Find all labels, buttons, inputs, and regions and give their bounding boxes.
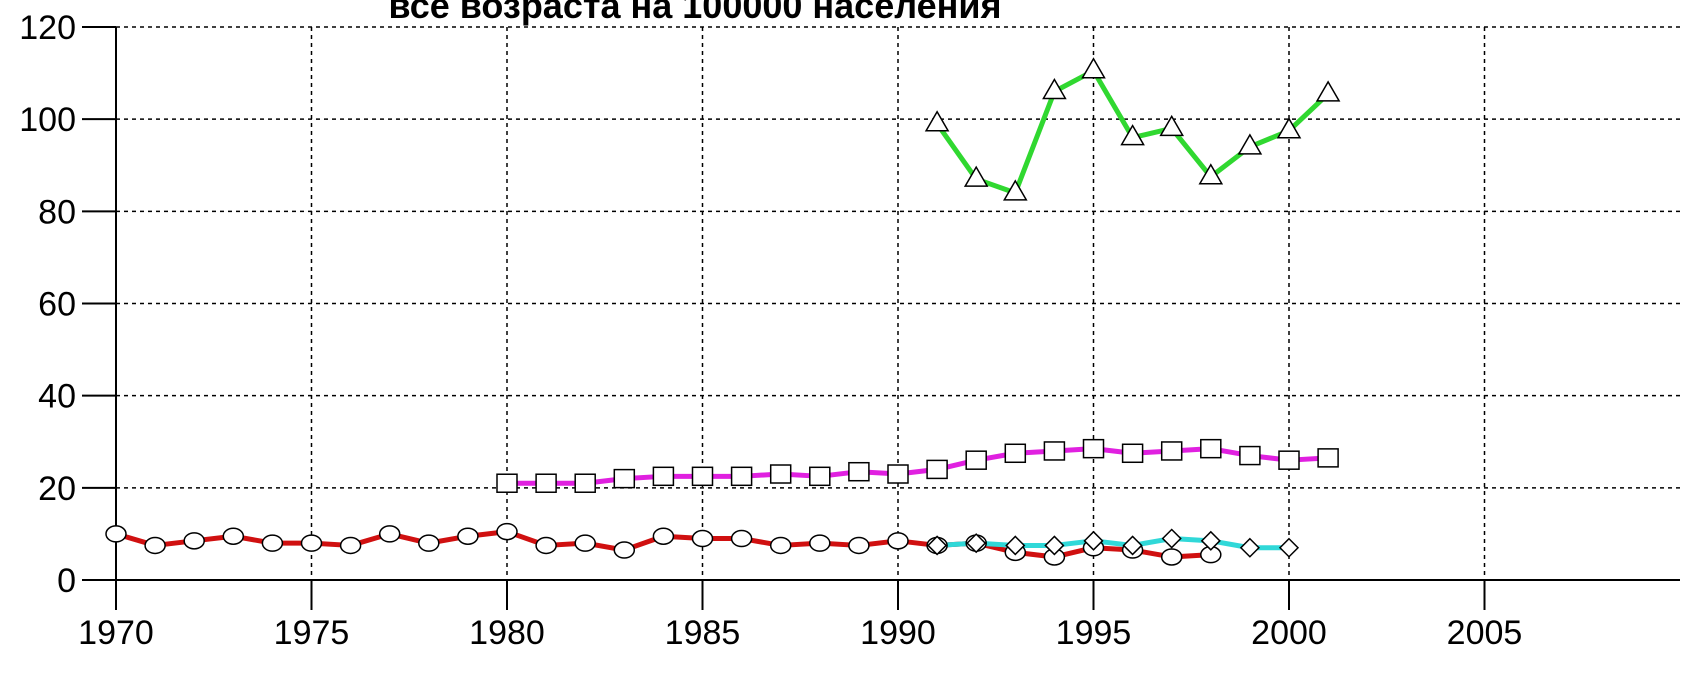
x-tick-label: 1975 xyxy=(274,614,350,652)
marker xyxy=(496,522,518,541)
x-tick-label: 1970 xyxy=(78,614,154,652)
marker xyxy=(1239,537,1260,558)
marker xyxy=(887,532,909,550)
marker xyxy=(535,536,557,555)
y-tick-label: 60 xyxy=(38,286,76,324)
marker xyxy=(105,525,127,543)
marker xyxy=(613,541,636,559)
marker xyxy=(1276,117,1302,139)
marker xyxy=(924,110,950,132)
marker xyxy=(1004,443,1027,464)
marker xyxy=(261,534,284,552)
marker xyxy=(963,165,989,187)
marker xyxy=(1317,448,1339,468)
marker xyxy=(1081,57,1106,79)
marker xyxy=(730,529,753,548)
marker xyxy=(652,527,675,545)
marker xyxy=(1160,548,1183,566)
marker xyxy=(574,473,596,493)
marker xyxy=(887,464,909,484)
marker xyxy=(1161,528,1182,549)
marker xyxy=(1002,179,1028,201)
y-tick-label: 120 xyxy=(19,9,76,47)
marker xyxy=(535,473,557,493)
marker xyxy=(183,532,205,550)
marker xyxy=(613,468,636,489)
marker xyxy=(1278,537,1300,558)
marker xyxy=(144,536,166,555)
marker xyxy=(1200,438,1222,459)
marker xyxy=(652,466,675,487)
marker xyxy=(1237,133,1263,155)
marker xyxy=(926,459,948,480)
marker xyxy=(339,536,362,555)
marker xyxy=(1121,443,1144,464)
series-line xyxy=(936,536,1289,551)
x-tick-label: 1980 xyxy=(469,614,545,652)
x-tick-label: 1995 xyxy=(1056,614,1132,652)
marker xyxy=(809,466,831,487)
marker xyxy=(1044,535,1065,556)
marker xyxy=(378,525,401,543)
marker xyxy=(966,533,987,554)
marker xyxy=(730,466,753,487)
y-tick-label: 20 xyxy=(38,470,76,508)
marker xyxy=(1043,441,1066,461)
marker xyxy=(1278,450,1300,470)
marker xyxy=(1005,535,1026,556)
marker xyxy=(418,534,440,552)
marker xyxy=(222,527,245,545)
marker xyxy=(1042,78,1067,100)
marker xyxy=(1083,530,1104,551)
marker xyxy=(574,534,596,552)
x-tick-label: 2005 xyxy=(1447,614,1523,652)
marker xyxy=(1315,80,1341,102)
marker xyxy=(848,461,870,482)
x-tick-label: 1985 xyxy=(665,614,741,652)
marker xyxy=(1200,530,1221,551)
x-tick-label: 2000 xyxy=(1251,614,1327,652)
y-tick-label: 100 xyxy=(19,101,76,139)
marker xyxy=(1239,445,1261,466)
y-tick-label: 0 xyxy=(57,562,76,600)
marker xyxy=(848,536,870,555)
marker xyxy=(1122,535,1143,556)
marker xyxy=(1082,438,1105,459)
marker xyxy=(927,535,948,556)
marker xyxy=(809,534,831,552)
marker xyxy=(691,466,714,487)
marker xyxy=(965,450,987,470)
chart-title: все возраста на 100000 населения xyxy=(388,0,1001,26)
x-tick-label: 1990 xyxy=(860,614,936,652)
y-tick-label: 80 xyxy=(38,193,76,231)
marker xyxy=(1198,163,1224,185)
marker xyxy=(496,473,518,493)
marker xyxy=(1160,441,1183,461)
marker xyxy=(300,534,323,552)
marker xyxy=(1120,124,1145,146)
marker xyxy=(769,536,792,555)
marker xyxy=(769,464,792,484)
marker xyxy=(1159,114,1185,137)
y-tick-label: 40 xyxy=(38,378,76,416)
marker xyxy=(691,529,714,548)
marker xyxy=(457,527,479,545)
series-line xyxy=(507,446,1329,486)
